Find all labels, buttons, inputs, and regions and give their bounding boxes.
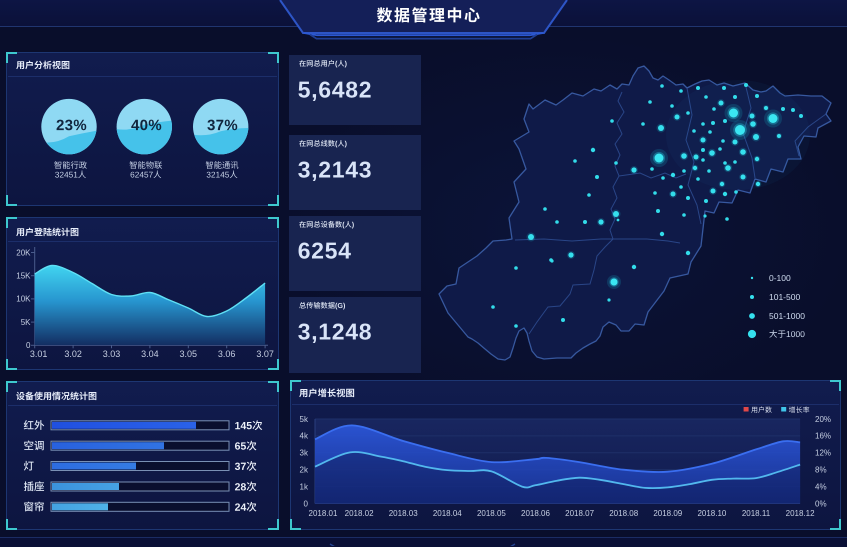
svg-text:3.07: 3.07 — [256, 349, 274, 359]
svg-text:2018.03: 2018.03 — [389, 509, 418, 518]
svg-text:2018.01: 2018.01 — [309, 509, 338, 518]
svg-text:0-100: 0-100 — [769, 273, 791, 283]
svg-text:10K: 10K — [16, 295, 31, 304]
svg-text:2k: 2k — [300, 466, 309, 475]
svg-text:101-500: 101-500 — [769, 292, 800, 302]
svg-text:5K: 5K — [21, 318, 31, 327]
svg-text:2018.06: 2018.06 — [521, 509, 550, 518]
svg-text:3.06: 3.06 — [218, 349, 236, 359]
svg-text:2018.05: 2018.05 — [477, 509, 506, 518]
svg-text:3.02: 3.02 — [64, 349, 82, 359]
svg-text:16%: 16% — [815, 432, 831, 441]
svg-text:15K: 15K — [16, 272, 31, 281]
svg-text:0%: 0% — [815, 499, 827, 508]
svg-text:12%: 12% — [815, 449, 831, 458]
svg-text:20K: 20K — [16, 248, 31, 257]
svg-text:3.01: 3.01 — [30, 349, 48, 359]
svg-text:2018.10: 2018.10 — [697, 509, 726, 518]
svg-text:501-1000: 501-1000 — [769, 311, 805, 321]
svg-text:1k: 1k — [300, 482, 309, 491]
svg-text:3.03: 3.03 — [103, 349, 121, 359]
svg-text:8%: 8% — [815, 466, 827, 475]
svg-text:2018.07: 2018.07 — [565, 509, 594, 518]
svg-text:0: 0 — [304, 499, 309, 508]
svg-text:3.04: 3.04 — [141, 349, 159, 359]
svg-text:2018.04: 2018.04 — [433, 509, 462, 518]
svg-text:2018.09: 2018.09 — [653, 509, 682, 518]
svg-text:4k: 4k — [300, 432, 309, 441]
svg-text:3k: 3k — [300, 449, 309, 458]
svg-text:2018.02: 2018.02 — [345, 509, 374, 518]
svg-text:0: 0 — [26, 341, 31, 350]
svg-text:5k: 5k — [300, 415, 309, 424]
svg-text:3.05: 3.05 — [180, 349, 198, 359]
svg-text:20%: 20% — [815, 415, 831, 424]
svg-text:2018.12: 2018.12 — [786, 509, 815, 518]
svg-text:2018.08: 2018.08 — [609, 509, 638, 518]
svg-text:4%: 4% — [815, 482, 827, 491]
svg-text:2018.11: 2018.11 — [742, 509, 771, 518]
